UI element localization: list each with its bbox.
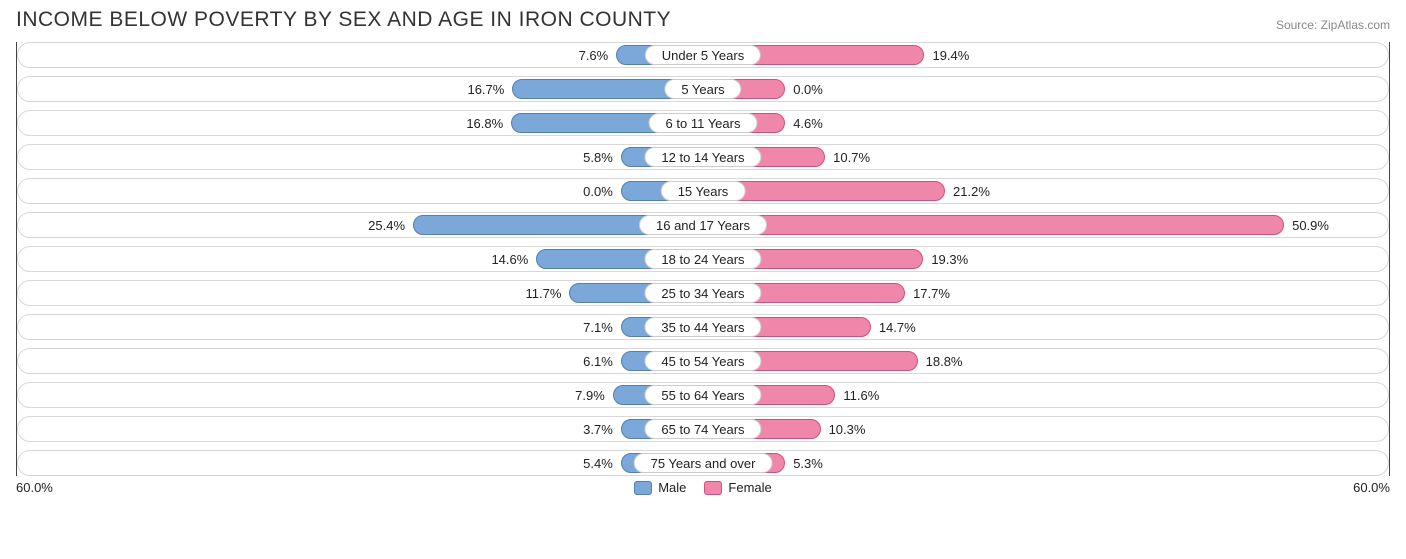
category-label: Under 5 Years	[645, 45, 761, 65]
category-label: 5 Years	[664, 79, 741, 99]
value-female: 19.3%	[931, 247, 968, 273]
value-female: 19.4%	[932, 43, 969, 69]
axis-label-right: 60.0%	[1353, 480, 1390, 495]
swatch-male	[634, 481, 652, 495]
legend-label-male: Male	[658, 480, 686, 495]
category-label: 75 Years and over	[634, 453, 773, 473]
legend-item-male: Male	[634, 480, 686, 495]
value-male: 6.1%	[583, 349, 613, 375]
category-label: 15 Years	[661, 181, 746, 201]
chart-source: Source: ZipAtlas.com	[1276, 18, 1390, 32]
value-female: 0.0%	[793, 77, 823, 103]
value-female: 4.6%	[793, 111, 823, 137]
category-label: 45 to 54 Years	[644, 351, 761, 371]
value-female: 11.6%	[843, 383, 879, 409]
chart-row: 7.1% 14.7% 35 to 44 Years	[17, 314, 1389, 340]
value-female: 50.9%	[1292, 213, 1329, 239]
chart-footer: 60.0% Male Female 60.0%	[16, 480, 1390, 495]
category-label: 18 to 24 Years	[644, 249, 761, 269]
value-male: 16.8%	[466, 111, 503, 137]
category-label: 6 to 11 Years	[649, 113, 758, 133]
value-male: 7.6%	[579, 43, 609, 69]
chart-row: 14.6% 19.3% 18 to 24 Years	[17, 246, 1389, 272]
chart-header: INCOME BELOW POVERTY BY SEX AND AGE IN I…	[16, 8, 1390, 32]
value-female: 17.7%	[913, 281, 950, 307]
chart-title: INCOME BELOW POVERTY BY SEX AND AGE IN I…	[16, 8, 671, 32]
category-label: 55 to 64 Years	[644, 385, 761, 405]
value-female: 5.3%	[793, 451, 823, 477]
legend-label-female: Female	[728, 480, 771, 495]
value-female: 18.8%	[926, 349, 963, 375]
chart-row: 7.9% 11.6% 55 to 64 Years	[17, 382, 1389, 408]
value-male: 25.4%	[368, 213, 405, 239]
value-male: 16.7%	[467, 77, 504, 103]
legend-item-female: Female	[704, 480, 771, 495]
category-label: 35 to 44 Years	[644, 317, 761, 337]
chart-row: 0.0% 21.2% 15 Years	[17, 178, 1389, 204]
value-male: 7.1%	[583, 315, 613, 341]
legend: Male Female	[634, 480, 772, 495]
category-label: 25 to 34 Years	[644, 283, 761, 303]
chart-row: 16.7% 0.0% 5 Years	[17, 76, 1389, 102]
value-male: 11.7%	[526, 281, 562, 307]
category-label: 65 to 74 Years	[644, 419, 761, 439]
value-female: 21.2%	[953, 179, 990, 205]
chart-row: 16.8% 4.6% 6 to 11 Years	[17, 110, 1389, 136]
category-label: 16 and 17 Years	[639, 215, 767, 235]
diverging-bar-chart: 7.6%19.4%Under 5 Years16.7%0.0%5 Years16…	[16, 42, 1390, 476]
value-male: 7.9%	[575, 383, 605, 409]
value-male: 5.4%	[583, 451, 613, 477]
value-male: 3.7%	[583, 417, 613, 443]
category-label: 12 to 14 Years	[644, 147, 761, 167]
axis-label-left: 60.0%	[16, 480, 53, 495]
value-female: 14.7%	[879, 315, 916, 341]
chart-row: 7.6% 19.4% Under 5 Years	[17, 42, 1389, 68]
value-male: 0.0%	[583, 179, 613, 205]
chart-row: 3.7% 10.3% 65 to 74 Years	[17, 416, 1389, 442]
chart-row: 25.4% 50.9% 16 and 17 Years	[17, 212, 1389, 238]
chart-row: 11.7% 17.7% 25 to 34 Years	[17, 280, 1389, 306]
chart-row: 5.4% 5.3% 75 Years and over	[17, 450, 1389, 476]
swatch-female	[704, 481, 722, 495]
chart-row: 6.1% 18.8% 45 to 54 Years	[17, 348, 1389, 374]
chart-row: 5.8% 10.7% 12 to 14 Years	[17, 144, 1389, 170]
value-female: 10.7%	[833, 145, 870, 171]
value-female: 10.3%	[829, 417, 866, 443]
value-male: 5.8%	[583, 145, 613, 171]
bar-female	[703, 215, 1284, 235]
value-male: 14.6%	[491, 247, 528, 273]
